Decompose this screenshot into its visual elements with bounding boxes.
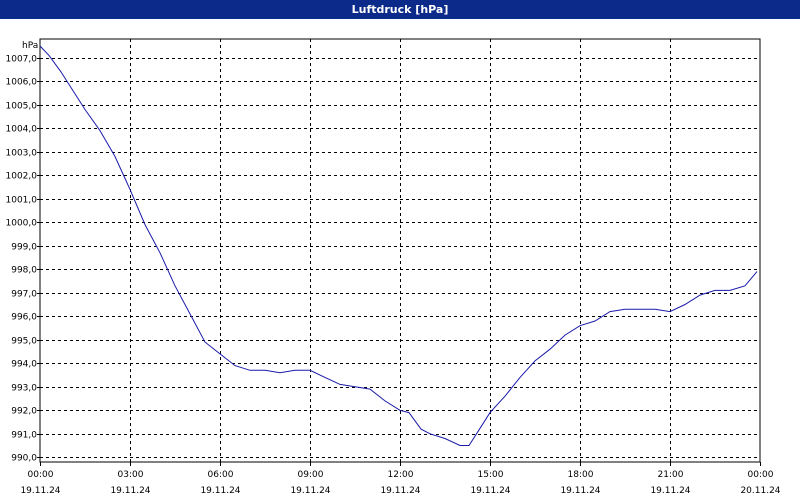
y-axis-label: hPa xyxy=(22,41,38,51)
x-tick-time-label: 21:00 xyxy=(658,470,684,480)
x-tick-date-label: 19.11.24 xyxy=(290,486,330,496)
y-tick-label: 999,0 xyxy=(11,243,37,253)
x-tick-time-label: 12:00 xyxy=(388,470,414,480)
x-tick-time-label: 09:00 xyxy=(298,470,324,480)
y-tick-label: 991,0 xyxy=(11,431,37,441)
y-tick-label: 990,0 xyxy=(11,454,37,464)
y-tick-label: 995,0 xyxy=(11,337,37,347)
x-tick-date-label: 19.11.24 xyxy=(380,486,420,496)
window-title: Luftdruck [hPa] xyxy=(0,0,800,19)
y-tick-label: 1002,0 xyxy=(6,172,38,182)
y-tick-label: 996,0 xyxy=(11,313,37,323)
y-tick-label: 1003,0 xyxy=(6,149,38,159)
y-tick-label: 1007,0 xyxy=(6,55,38,65)
y-axis: 1007,0 1006,0 1005,0 1004,0 1003,0 1002,0 1001… xyxy=(6,55,40,464)
pressure-series-line xyxy=(39,45,758,446)
y-tick-label: 993,0 xyxy=(11,384,37,394)
x-tick-date-label: 19.11.24 xyxy=(560,486,600,496)
pressure-line-chart: 1007,0 1006,0 1005,0 1004,0 1003,0 1002,0 1001… xyxy=(6,38,781,496)
x-tick-date-label: 19.11.24 xyxy=(650,486,690,496)
x-tick-time-label: 00:00 xyxy=(748,470,774,480)
y-tick-label: 998,0 xyxy=(11,266,37,276)
x-tick-date-label: 20.11.24 xyxy=(740,486,780,496)
y-tick-label: 994,0 xyxy=(11,360,37,370)
x-tick-date-label: 19.11.24 xyxy=(200,486,240,496)
x-tick-time-label: 18:00 xyxy=(568,470,594,480)
y-tick-label: 1006,0 xyxy=(6,78,38,88)
y-tick-label: 997,0 xyxy=(11,290,37,300)
x-tick-time-label: 15:00 xyxy=(478,470,504,480)
x-tick-time-label: 00:00 xyxy=(28,470,54,480)
grid-lines xyxy=(40,39,760,462)
y-tick-label: 992,0 xyxy=(11,407,37,417)
y-tick-label: 1005,0 xyxy=(6,102,38,112)
y-tick-label: 1004,0 xyxy=(6,125,38,135)
series-layer xyxy=(39,45,758,446)
x-tick-date-label: 19.11.24 xyxy=(470,486,510,496)
x-tick-time-label: 03:00 xyxy=(118,470,144,480)
x-axis: 00:00 19.11.24 03:00 19.11.24 06:00 19.11.24 0… xyxy=(20,462,781,496)
x-tick-date-label: 19.11.24 xyxy=(20,486,60,496)
y-tick-label: 1001,0 xyxy=(6,196,38,206)
x-tick-time-label: 06:00 xyxy=(208,470,234,480)
y-tick-label: 1000,0 xyxy=(6,219,38,229)
x-tick-date-label: 19.11.24 xyxy=(110,486,150,496)
